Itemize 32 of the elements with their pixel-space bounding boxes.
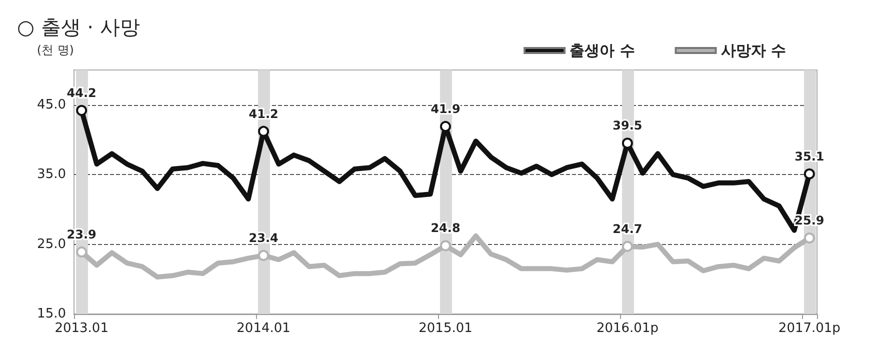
point: [804, 168, 815, 180]
data-label: 41.2: [248, 106, 278, 121]
y-tick-label: 25.0: [37, 236, 66, 252]
legend-label: 사망자 수: [720, 42, 786, 60]
data-label: 23.9: [66, 227, 96, 242]
x-tick-label: 2017.01p: [778, 321, 840, 336]
y-tick-label: 15.0: [37, 306, 66, 322]
point: [804, 232, 815, 244]
x-tick-label: 2014.01: [236, 321, 290, 336]
point: [258, 250, 270, 261]
y-tick-label: 45.0: [37, 97, 66, 112]
data-label: 23.4: [248, 230, 278, 245]
point: [76, 246, 88, 258]
data-label: 24.8: [430, 221, 460, 236]
data-label: 24.7: [612, 222, 642, 236]
data-label: 35.1: [794, 149, 824, 164]
data-label: 41.9: [430, 102, 460, 116]
chart-title: ○ 출생 · 사망: [17, 15, 140, 39]
y-axis-title: (천 명): [36, 43, 74, 57]
point: [76, 104, 88, 116]
point: [440, 240, 451, 252]
point: [622, 240, 633, 252]
x-tick-label: 2015.01: [418, 321, 472, 336]
y-tick-label: 35.0: [37, 167, 66, 182]
point: [258, 126, 270, 137]
data-label: 44.2: [66, 86, 96, 100]
point: [440, 120, 451, 132]
legend-label: 출생아 수: [570, 42, 635, 60]
point: [622, 138, 633, 149]
x-tick-label: 2013.01: [54, 321, 108, 336]
data-label: 39.5: [612, 118, 642, 133]
x-tick-label: 2016.01p: [596, 321, 658, 336]
